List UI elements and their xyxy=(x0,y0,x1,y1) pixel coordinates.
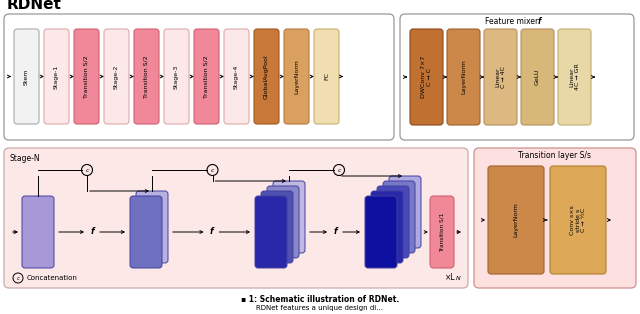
Text: Transition S/2: Transition S/2 xyxy=(144,55,149,98)
FancyBboxPatch shape xyxy=(136,191,168,263)
Text: Stem: Stem xyxy=(24,68,29,85)
Text: Stage-1: Stage-1 xyxy=(54,64,59,89)
Text: f: f xyxy=(210,228,213,236)
FancyBboxPatch shape xyxy=(447,29,480,125)
FancyBboxPatch shape xyxy=(314,29,339,124)
Text: Transition S/1: Transition S/1 xyxy=(440,212,445,252)
Text: LayerNorm: LayerNorm xyxy=(513,203,518,237)
Text: Stage-2: Stage-2 xyxy=(114,64,119,89)
Text: c: c xyxy=(337,167,340,172)
Text: LayerNorm: LayerNorm xyxy=(461,60,466,95)
FancyBboxPatch shape xyxy=(377,186,409,258)
Text: DWConv 7×7
C → C: DWConv 7×7 C → C xyxy=(421,56,432,98)
Text: c: c xyxy=(17,275,19,280)
Text: N: N xyxy=(456,275,461,280)
FancyBboxPatch shape xyxy=(22,196,54,268)
FancyBboxPatch shape xyxy=(261,191,293,263)
FancyBboxPatch shape xyxy=(389,176,421,248)
FancyBboxPatch shape xyxy=(44,29,69,124)
Text: LayerNorm: LayerNorm xyxy=(294,59,299,94)
Text: ×L: ×L xyxy=(445,273,455,283)
Text: GeLU: GeLU xyxy=(535,69,540,85)
Text: f: f xyxy=(333,228,337,236)
FancyBboxPatch shape xyxy=(430,196,454,268)
FancyBboxPatch shape xyxy=(474,148,636,288)
Text: GlobalAvgPool: GlobalAvgPool xyxy=(264,54,269,99)
Text: f: f xyxy=(538,17,541,25)
Text: Linear
C → 4C: Linear C → 4C xyxy=(495,66,506,88)
Text: f: f xyxy=(90,228,94,236)
FancyBboxPatch shape xyxy=(14,29,39,124)
FancyBboxPatch shape xyxy=(550,166,606,274)
Text: RDNet features a unique design di...: RDNet features a unique design di... xyxy=(257,305,383,311)
Text: Stage-3: Stage-3 xyxy=(174,64,179,89)
FancyBboxPatch shape xyxy=(254,29,279,124)
FancyBboxPatch shape xyxy=(74,29,99,124)
FancyBboxPatch shape xyxy=(134,29,159,124)
FancyBboxPatch shape xyxy=(194,29,219,124)
Text: Linear
4C → GR: Linear 4C → GR xyxy=(569,64,580,90)
FancyBboxPatch shape xyxy=(224,29,249,124)
FancyBboxPatch shape xyxy=(371,191,403,263)
Text: Feature mixer: Feature mixer xyxy=(485,17,541,25)
FancyBboxPatch shape xyxy=(383,181,415,253)
Text: Transition S/2: Transition S/2 xyxy=(204,55,209,98)
Text: RDNet: RDNet xyxy=(7,0,62,12)
Text: FC: FC xyxy=(324,73,329,80)
FancyBboxPatch shape xyxy=(400,14,634,140)
FancyBboxPatch shape xyxy=(104,29,129,124)
Text: Conv s×s
stride s
C → ½C: Conv s×s stride s C → ½C xyxy=(570,205,586,235)
Text: c: c xyxy=(211,167,214,172)
FancyBboxPatch shape xyxy=(255,196,287,268)
Text: Stage-4: Stage-4 xyxy=(234,64,239,89)
FancyBboxPatch shape xyxy=(130,196,162,268)
Text: c: c xyxy=(85,167,89,172)
Text: ▪ 1: Schematic illustration of RDNet.: ▪ 1: Schematic illustration of RDNet. xyxy=(241,295,399,304)
Text: Transition S/2: Transition S/2 xyxy=(84,55,89,98)
FancyBboxPatch shape xyxy=(4,14,394,140)
FancyBboxPatch shape xyxy=(267,186,299,258)
FancyBboxPatch shape xyxy=(410,29,443,125)
FancyBboxPatch shape xyxy=(365,196,397,268)
Text: Stage-N: Stage-N xyxy=(10,154,40,163)
FancyBboxPatch shape xyxy=(558,29,591,125)
FancyBboxPatch shape xyxy=(4,148,468,288)
FancyBboxPatch shape xyxy=(488,166,544,274)
FancyBboxPatch shape xyxy=(273,181,305,253)
FancyBboxPatch shape xyxy=(484,29,517,125)
FancyBboxPatch shape xyxy=(521,29,554,125)
FancyBboxPatch shape xyxy=(164,29,189,124)
FancyBboxPatch shape xyxy=(284,29,309,124)
Text: Concatenation: Concatenation xyxy=(27,275,78,281)
Text: Transition layer S/s: Transition layer S/s xyxy=(518,150,591,160)
